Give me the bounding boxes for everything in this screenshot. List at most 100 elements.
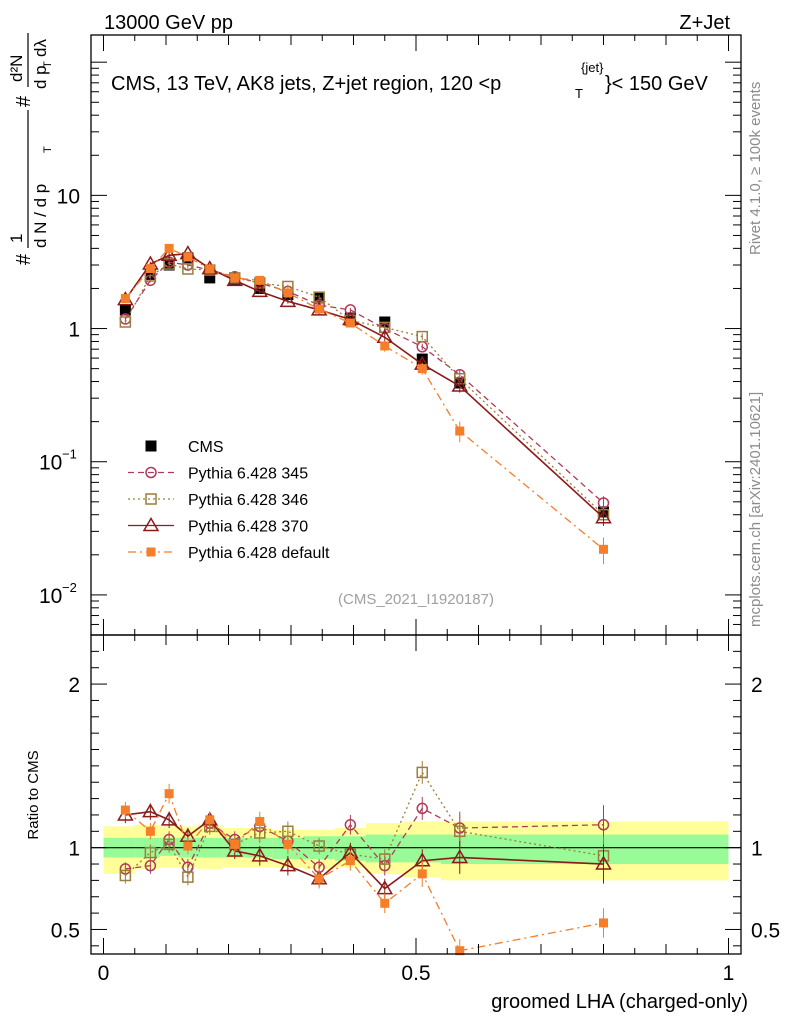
ratio-point xyxy=(144,846,157,859)
main-y-tick-exponent: −2 xyxy=(62,580,77,595)
title-subscript: T xyxy=(575,86,583,101)
ratio-point xyxy=(183,841,193,851)
legend-marker xyxy=(145,440,157,452)
x-tick-label: 0 xyxy=(98,962,110,985)
series-pythia-6-428-346 xyxy=(119,258,610,525)
ratio-point xyxy=(164,789,174,799)
data-point xyxy=(119,304,131,316)
ratio-point xyxy=(160,811,178,826)
ratio-point xyxy=(345,856,355,866)
ratio-point xyxy=(416,802,428,815)
ratio-point xyxy=(120,805,130,815)
data-point xyxy=(417,364,427,374)
data-point xyxy=(164,243,174,253)
series-line xyxy=(124,263,604,516)
legend-marker xyxy=(145,493,157,505)
data-point xyxy=(279,292,297,308)
analysis-watermark: (CMS_2021_I1920187) xyxy=(338,591,494,608)
ratio-point xyxy=(205,815,215,825)
ratio-point xyxy=(313,840,325,852)
ratio-y-axis-label: Ratio to CMS xyxy=(25,750,42,839)
header-process-label: Z+Jet xyxy=(679,12,730,34)
ratio-y-tick-labels: 0.5 0.5 1 1 2 2 xyxy=(51,674,780,942)
ylabel-one: 1 xyxy=(7,234,26,243)
ratio-point xyxy=(119,869,132,882)
data-point xyxy=(416,330,428,343)
data-point xyxy=(183,252,193,262)
ratio-point xyxy=(595,855,612,870)
ratio-x-tick-labels: 0 0.5 1 xyxy=(98,962,735,985)
mcplots-source-label: mcplots.cern.ch [arXiv:2401.10621] xyxy=(747,392,764,627)
legend-marker xyxy=(142,517,160,532)
data-point xyxy=(455,426,465,436)
main-axis-ticks xyxy=(91,35,741,636)
ratio-point xyxy=(599,918,608,928)
data-point xyxy=(599,544,608,554)
data-point xyxy=(595,509,612,524)
ratio-point xyxy=(344,819,357,831)
legend-entry-pythia-6-428-370: Pythia 6.428 370 xyxy=(128,517,308,536)
series-line xyxy=(124,261,604,504)
series-pythia-6-428-default xyxy=(120,243,608,565)
ratio-point xyxy=(255,816,265,826)
ratio-point xyxy=(230,839,240,849)
ylabel-dlambda: dλ xyxy=(31,39,50,57)
rivet-version-label: Rivet 4.1.0, ≥ 100k events xyxy=(747,82,764,255)
ratio-point xyxy=(417,869,427,879)
legend-label: CMS xyxy=(188,439,224,456)
data-point xyxy=(182,263,194,275)
ratio-y-tick-label-right: 1 xyxy=(751,838,763,861)
main-y-tick-label: 10 xyxy=(57,185,80,208)
data-point xyxy=(119,316,132,328)
main-title: CMS, 13 TeV, AK8 jets, Z+jet region, 120… xyxy=(111,60,709,101)
ratio-point xyxy=(416,766,428,779)
legend-label: Pythia 6.428 346 xyxy=(188,492,308,509)
ratio-y-tick-label-right: 2 xyxy=(751,674,763,697)
series-pythia-6-428-370 xyxy=(117,245,612,526)
legend-label: Pythia 6.428 345 xyxy=(188,466,308,483)
data-point xyxy=(255,275,265,285)
ratio-y-tick-label-left: 0.5 xyxy=(51,919,80,942)
ratio-line xyxy=(124,792,604,952)
data-point xyxy=(416,353,428,365)
main-y-tick-label: 1 xyxy=(68,319,80,342)
legend-label: Pythia 6.428 default xyxy=(188,545,330,562)
legend-entry-pythia-6-428-346: Pythia 6.428 346 xyxy=(128,492,308,509)
data-point xyxy=(283,288,293,298)
ylabel-d2n: d²N xyxy=(7,55,26,82)
legend-marker xyxy=(146,547,156,557)
data-point xyxy=(160,246,178,262)
data-point xyxy=(251,282,269,298)
ratio-point xyxy=(314,874,324,884)
x-tick-label: 1 xyxy=(723,962,735,985)
ratio-y-tick-label-left: 1 xyxy=(68,838,80,861)
ratio-point xyxy=(451,848,469,864)
x-tick-label: 0.5 xyxy=(401,962,430,985)
legend-entry-cms: CMS xyxy=(145,439,224,456)
main-y-tick-label: 10 xyxy=(39,585,62,608)
main-series-layer xyxy=(117,243,612,565)
ylabel-dn-dpt: d N / d p xyxy=(31,184,50,248)
legend-marker xyxy=(145,466,157,479)
ratio-y-tick-label-right: 0.5 xyxy=(751,919,780,942)
title-suffix: }< 150 GeV xyxy=(605,73,709,95)
ratio-y-tick-label-left: 2 xyxy=(68,674,80,697)
x-axis-label: groomed LHA (charged-only) xyxy=(491,991,748,1013)
data-point xyxy=(314,304,324,314)
ratio-point xyxy=(163,838,175,851)
ratio-point xyxy=(145,826,155,836)
ylabel-hash-2: # xyxy=(13,95,35,107)
main-y-tick-exponent: −1 xyxy=(62,447,77,462)
ratio-point xyxy=(283,839,293,849)
ratio-plot-frame xyxy=(90,634,742,955)
data-point xyxy=(345,318,355,328)
main-y-tick-label: 10 xyxy=(39,452,62,475)
legend-label: Pythia 6.428 370 xyxy=(188,519,308,536)
data-point xyxy=(451,377,469,392)
ylabel-sub-t2: T xyxy=(42,61,54,68)
ratio-point xyxy=(379,853,391,865)
ratio-series-pythia-6-428-default xyxy=(120,783,608,956)
title-prefix: CMS, 13 TeV, AK8 jets, Z+jet region, 120… xyxy=(111,73,501,95)
